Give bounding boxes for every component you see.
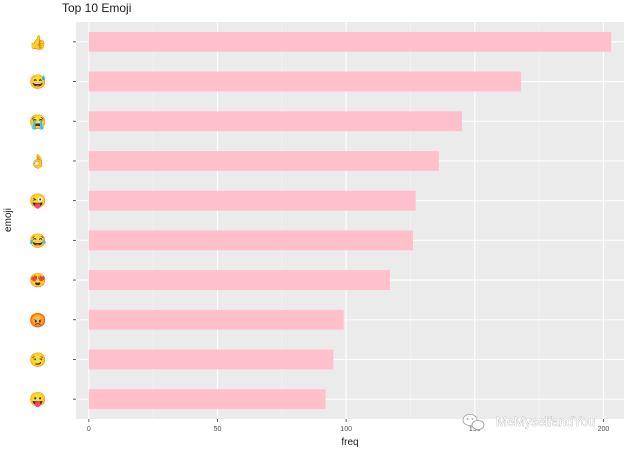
- angry-face-icon: 😡: [29, 312, 46, 328]
- watermark-text: MeMyselfandYou: [496, 414, 595, 429]
- bar-heart-eyes: [88, 270, 390, 290]
- heart-eyes-icon: 😍: [29, 272, 46, 288]
- bar-thumbs-up: [88, 31, 612, 52]
- winking-tongue-icon: 😜: [29, 193, 46, 210]
- bar-ok-hand: [88, 151, 439, 171]
- bar-loudly-crying: [88, 111, 462, 132]
- x-tick-label: 100: [340, 426, 352, 433]
- y-axis-ticks: [73, 41, 76, 400]
- x-tick-label: 200: [598, 426, 610, 433]
- bar-tongue-out: [88, 389, 326, 410]
- y-axis-emoji-icons: 👍 😅 😭 👌 😜 😂 😍 😡 😏 😛: [29, 34, 47, 408]
- chart-title: Top 10 Emoji: [62, 1, 131, 15]
- y-axis-label: emoji: [3, 208, 14, 232]
- bar-tears-of-joy: [88, 230, 414, 251]
- bars: [88, 31, 612, 410]
- bar-smirking: [88, 349, 334, 370]
- bar-winking-tongue: [88, 190, 416, 211]
- bar-pouting-angry: [88, 309, 344, 330]
- tongue-out-icon: 😛: [29, 391, 46, 408]
- ok-hand-icon: 👌: [29, 153, 46, 170]
- thumbs-up-icon: 👍: [29, 34, 46, 51]
- grinning-sweat-icon: 😅: [29, 74, 46, 90]
- crying-face-icon: 😭: [29, 113, 46, 130]
- bar-grinning-squinting-sweat: [88, 71, 522, 92]
- x-axis-label: freq: [341, 437, 358, 448]
- x-tick-label: 0: [87, 426, 91, 433]
- x-tick-label: 150: [469, 426, 481, 433]
- smirking-face-icon: 😏: [29, 351, 46, 367]
- watermark: MeMyselfandYou: [462, 414, 596, 430]
- tears-of-joy-icon: 😂: [29, 232, 47, 248]
- x-tick-label: 50: [214, 426, 222, 433]
- wechat-icon: [462, 414, 485, 430]
